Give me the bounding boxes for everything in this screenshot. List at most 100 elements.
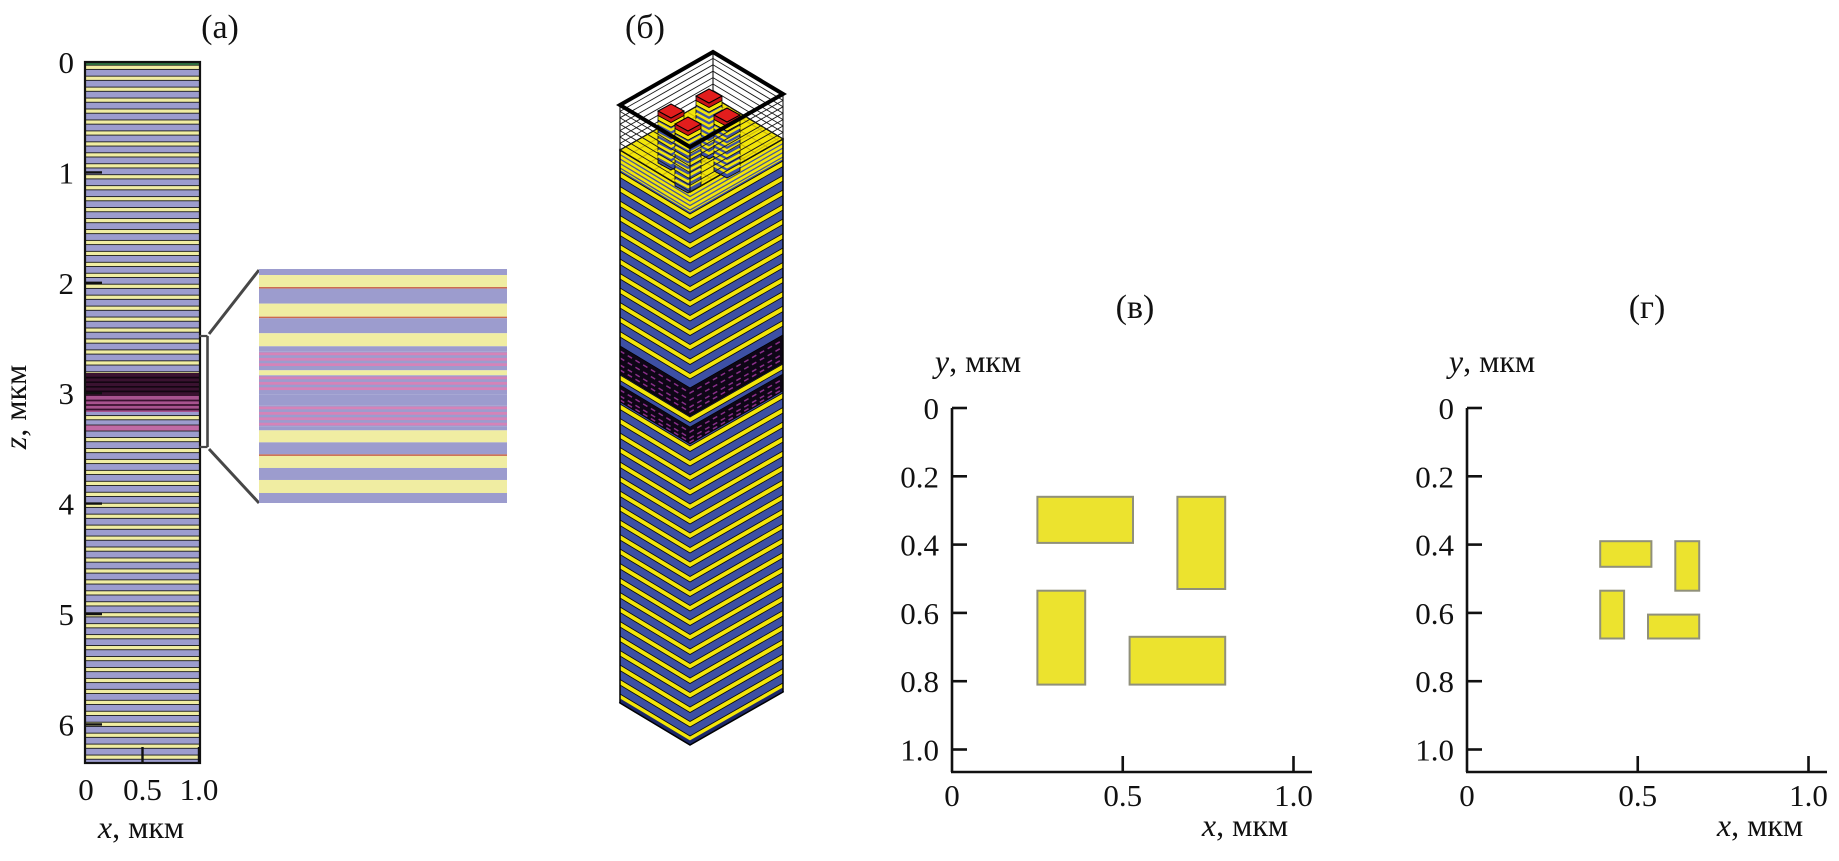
- inset-band-lavender: [259, 426, 507, 431]
- mask-rect: [1128, 635, 1227, 686]
- mask-rect: [1647, 613, 1701, 640]
- mask-rect: [1176, 495, 1227, 590]
- mask-rect: [1036, 589, 1087, 686]
- dark-band-hatch: [619, 339, 784, 394]
- pillar-base-edge: [618, 688, 785, 746]
- layer-stripe: [84, 152, 201, 158]
- zoom-connector-line: [207, 447, 261, 505]
- x-tick-label: 0: [1459, 778, 1475, 813]
- layer-stripe: [84, 261, 201, 267]
- mask-rect: [1599, 540, 1653, 568]
- layer-stripe: [84, 174, 201, 180]
- layer-stripe: [84, 349, 201, 355]
- platform-layer-line: [619, 147, 784, 202]
- layer-stripe: [84, 721, 201, 727]
- layer-stripe: [84, 634, 201, 640]
- panel-v-y-axis-title: y, мкм: [932, 343, 1021, 379]
- layer-stripe: [84, 97, 201, 103]
- wireframe-rim: [616, 49, 787, 150]
- inset-band-yellow: [259, 303, 507, 317]
- x-tick-label: 0.5: [1103, 778, 1142, 813]
- inset-pink-stripe: [259, 411, 507, 415]
- layer-stripe: [84, 272, 201, 278]
- layer-stripe: [84, 218, 201, 224]
- panel-a-x-axis-title: x, мкм: [97, 809, 184, 845]
- layer-stripe: [84, 228, 201, 235]
- panel-b: [616, 49, 787, 746]
- layer-stripe: [84, 316, 201, 322]
- mask-pillar-stripe: [713, 142, 741, 152]
- x-tick-label: 1.0: [1789, 778, 1828, 813]
- inset-pink-stripe: [259, 352, 507, 356]
- inset-pink-stripe: [259, 376, 507, 380]
- inset-band-orange: [259, 454, 507, 456]
- mask-pillar-cap-top: [673, 116, 703, 132]
- inset-band-yellow: [259, 430, 507, 443]
- inset-band-yellow: [259, 455, 507, 468]
- layer-stripe: [84, 480, 201, 486]
- layer-stripe: [84, 469, 201, 476]
- layer-stripe: [84, 688, 201, 694]
- inset-pink-stripe: [259, 381, 507, 385]
- z-tick-label: 5: [59, 597, 75, 632]
- dark-band-hatch: [619, 388, 784, 443]
- layer-stripe: [84, 108, 201, 114]
- mask-rect: [1599, 589, 1626, 640]
- z-tick-label: 6: [59, 707, 75, 742]
- y-tick-label: 0.2: [1415, 459, 1454, 494]
- pillar-platform: [620, 139, 783, 212]
- layer-stripe: [84, 612, 201, 618]
- panel-b-label: (б): [625, 9, 665, 46]
- mask-pillar-stripe: [713, 158, 741, 169]
- layer-stripe: [84, 677, 201, 684]
- mask-pillar-stripe: [713, 131, 741, 141]
- panel-g-y-axis-title: y, мкм: [1446, 343, 1535, 379]
- layer-stripe: [84, 141, 201, 147]
- y-tick-label: 0.4: [900, 528, 939, 563]
- layer-stripe: [84, 710, 201, 716]
- dark-band-hatch: [619, 358, 784, 413]
- z-tick-label: 0: [59, 45, 75, 80]
- zoom-connector-line: [207, 269, 261, 335]
- y-tick-label: 0.2: [900, 459, 939, 494]
- layer-stripe: [84, 448, 201, 454]
- inset-band-orange: [259, 287, 507, 289]
- layer-stripe: [84, 75, 201, 81]
- layer-stripe: [84, 524, 201, 530]
- y-tick-label: 1.0: [900, 733, 939, 768]
- x-tick-label: 1.0: [180, 772, 219, 807]
- mask-pillar-stripe: [713, 164, 741, 174]
- layer-stripe: [84, 656, 201, 662]
- layer-stripe: [84, 437, 201, 443]
- layer-stripe: [84, 579, 201, 585]
- mask-pillar-cap-top: [712, 107, 742, 123]
- inset-band-lavender: [259, 442, 507, 455]
- layer-stripe: [84, 283, 201, 289]
- layer-stripe: [84, 305, 201, 311]
- x-tick-label: 0.5: [1618, 778, 1657, 813]
- inset-pink-stripe: [259, 387, 507, 391]
- layer-stripe: [84, 667, 201, 673]
- inset-pink-stripe: [259, 363, 507, 367]
- layer-stripe: [84, 732, 201, 738]
- inset-band-lavender: [259, 346, 507, 352]
- layer-stripe: [84, 557, 201, 563]
- inset-band-lavender: [259, 394, 507, 406]
- layer-stripe: [84, 338, 201, 344]
- platform-layer-line: [619, 142, 784, 198]
- layer-stripe: [84, 546, 201, 552]
- inset-band-orange: [259, 316, 507, 319]
- inset-band-lavender: [259, 288, 507, 304]
- mask-pillars: [656, 88, 742, 194]
- dark-band-hatch: [619, 353, 784, 408]
- layer-stripe: [84, 590, 201, 596]
- mask-pillar-stripe: [674, 151, 702, 161]
- layer-stripe: [84, 239, 201, 246]
- inset-band-yellow: [259, 333, 507, 347]
- inset-band-yellow: [259, 370, 507, 376]
- inset-band-yellow: [259, 275, 507, 288]
- x-tick-label: 0.5: [123, 772, 162, 807]
- layer-stripe: [84, 491, 201, 497]
